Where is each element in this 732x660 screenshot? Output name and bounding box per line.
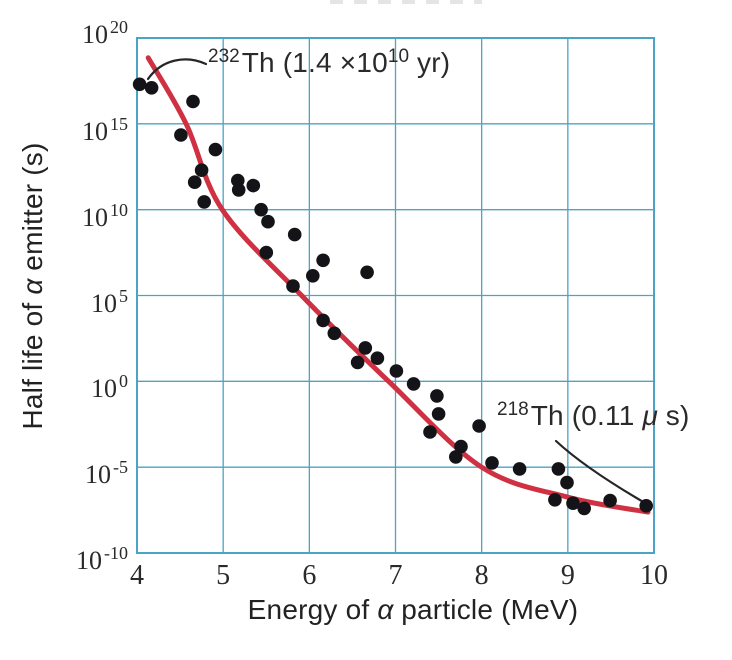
- x-tick-label-6: 6: [302, 560, 317, 591]
- y-tick-label-1e0: 10 0: [91, 371, 128, 404]
- data-point: [431, 407, 446, 421]
- y-tick-label-1e10: 10 10: [82, 199, 128, 232]
- superscript-run: 10: [387, 46, 410, 67]
- annotation-leader-th232: [146, 58, 208, 81]
- text-run: μ: [642, 400, 658, 431]
- data-point: [187, 175, 202, 189]
- text-run: Th (1.4 ×10: [241, 47, 388, 78]
- data-point: [551, 462, 566, 476]
- x-tick-label-4: 4: [130, 560, 144, 591]
- annotation-th218: 218Th (0.11 μ s): [497, 399, 690, 432]
- data-point: [259, 245, 274, 260]
- text-run: s): [657, 400, 690, 431]
- data-point: [560, 475, 574, 490]
- data-point: [512, 462, 527, 476]
- x-tick-label-5: 5: [216, 560, 231, 591]
- text-run: Th (0.11: [530, 400, 643, 431]
- text-run: α: [377, 594, 394, 625]
- data-point: [358, 341, 373, 355]
- superscript-run: 218: [497, 399, 529, 420]
- y-axis-title: Half life of α emitter (s): [13, 75, 53, 497]
- x-tick-label-7: 7: [388, 560, 403, 591]
- annotation-th232: 232Th (1.4 ×1010 yr): [208, 46, 450, 79]
- text-run: yr): [409, 47, 451, 78]
- data-point: [350, 355, 365, 370]
- data-point: [327, 326, 342, 341]
- data-point: [197, 195, 211, 209]
- data-point: [231, 183, 246, 197]
- y-tick-label-1e-5: 10 -5: [85, 457, 128, 490]
- text-run: particle (MeV): [393, 594, 579, 625]
- data-point: [261, 214, 275, 229]
- data-point: [639, 499, 653, 513]
- data-point: [449, 450, 463, 464]
- data-point: [370, 351, 385, 366]
- data-point: [306, 269, 320, 283]
- data-point: [132, 77, 147, 92]
- data-point: [430, 389, 444, 403]
- data-point: [566, 496, 580, 511]
- data-point: [286, 279, 300, 293]
- data-point: [254, 202, 268, 217]
- data-point: [144, 81, 159, 95]
- x-tick-label-9: 9: [560, 560, 575, 591]
- data-point: [389, 364, 404, 378]
- data-point: [287, 227, 302, 242]
- data-point: [577, 501, 591, 516]
- data-point: [472, 419, 486, 433]
- superscript-run: 232: [208, 46, 240, 67]
- text-run: Half life of: [17, 294, 48, 430]
- y-tick-label-1e15: 10 15: [82, 113, 128, 146]
- y-tick-label-1e5: 10 5: [91, 285, 128, 318]
- y-tick-label-1e20: 10 20: [82, 17, 128, 49]
- text-run: emitter (s): [17, 142, 48, 279]
- data-point: [548, 493, 562, 507]
- plot-border: [136, 37, 655, 554]
- data-point: [423, 425, 437, 439]
- data-point: [194, 163, 209, 177]
- data-point: [406, 377, 421, 391]
- data-point: [174, 128, 188, 142]
- y-tick-label-1e-10: 10 -10: [76, 543, 128, 575]
- data-point: [485, 456, 499, 470]
- data-point: [360, 265, 374, 280]
- data-point: [246, 178, 261, 193]
- data-point: [316, 253, 330, 268]
- data-point: [454, 439, 468, 454]
- data-point: [186, 94, 200, 109]
- data-point: [208, 142, 223, 157]
- x-tick-label-8: 8: [474, 560, 489, 591]
- x-tick-label-10: 10: [640, 560, 668, 591]
- text-run: α: [17, 278, 48, 295]
- text-run: Energy of: [247, 594, 378, 625]
- x-axis-title: Energy of α particle (MeV): [248, 594, 579, 626]
- clipped-caption-remnant: [330, 0, 482, 4]
- annotation-leader-th218: [554, 439, 647, 505]
- data-point: [316, 313, 330, 328]
- data-point: [603, 493, 617, 508]
